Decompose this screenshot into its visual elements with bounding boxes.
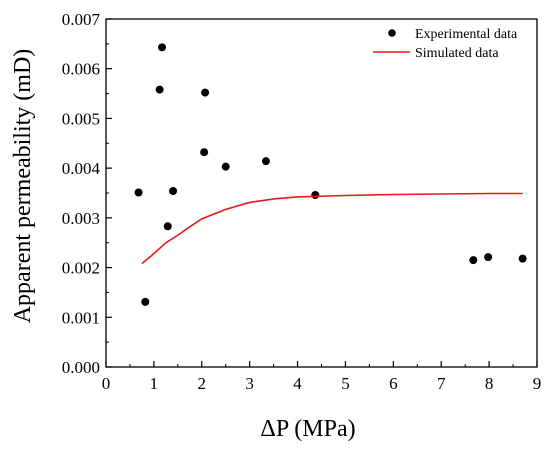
experimental-data-point <box>141 297 150 306</box>
y-tick-label: 0.007 <box>62 10 101 29</box>
y-tick-label: 0.004 <box>62 159 101 178</box>
x-tick-label: 9 <box>533 374 542 393</box>
legend: Experimental data Simulated data <box>373 27 518 61</box>
experimental-data-point <box>158 43 167 52</box>
labels-layer: ΔP (MPa) Apparent permeability (mD) <box>10 49 356 442</box>
experimental-data-point <box>155 85 164 94</box>
experimental-data-point <box>163 222 172 231</box>
x-tick-label: 5 <box>341 374 350 393</box>
y-tick-label: 0.001 <box>62 308 100 327</box>
legend-marker-experimental <box>388 29 396 37</box>
x-tick-label: 0 <box>102 374 111 393</box>
experimental-data-point <box>261 157 270 166</box>
legend-label-simulated: Simulated data <box>415 46 499 61</box>
x-tick-label: 8 <box>485 374 494 393</box>
legend-label-experimental: Experimental data <box>415 27 518 42</box>
experimental-data-point <box>311 190 320 199</box>
y-tick-label: 0.003 <box>62 209 100 228</box>
x-tick-label: 2 <box>198 374 207 393</box>
experimental-data-point <box>134 188 143 197</box>
x-tick-label: 4 <box>293 374 302 393</box>
experimental-data-point <box>518 254 527 263</box>
y-axis-title: Apparent permeability (mD) <box>10 49 36 324</box>
experimental-data-point <box>169 187 178 196</box>
x-tick-label: 6 <box>389 374 398 393</box>
experimental-data-point <box>221 162 230 171</box>
y-tick-label: 0.005 <box>62 109 100 128</box>
x-tick-label: 3 <box>245 374 254 393</box>
x-tick-label: 7 <box>437 374 446 393</box>
x-axis-title: ΔP (MPa) <box>260 416 355 442</box>
y-tick-label: 0.000 <box>62 358 100 377</box>
y-tick-label: 0.006 <box>62 60 100 79</box>
y-tick-label: 0.002 <box>62 259 100 278</box>
experimental-data-point <box>484 253 493 262</box>
x-tick-label: 1 <box>150 374 159 393</box>
series-layer <box>134 43 527 306</box>
experimental-data-point <box>201 88 210 97</box>
experimental-data-point <box>200 148 209 157</box>
experimental-data-point <box>469 256 478 265</box>
simulated-data-line <box>141 192 523 265</box>
axes-layer: 0 1 2 3 4 5 6 7 8 9 0.000 0.001 0.002 0.003 0.004 0.005… <box>62 10 542 393</box>
